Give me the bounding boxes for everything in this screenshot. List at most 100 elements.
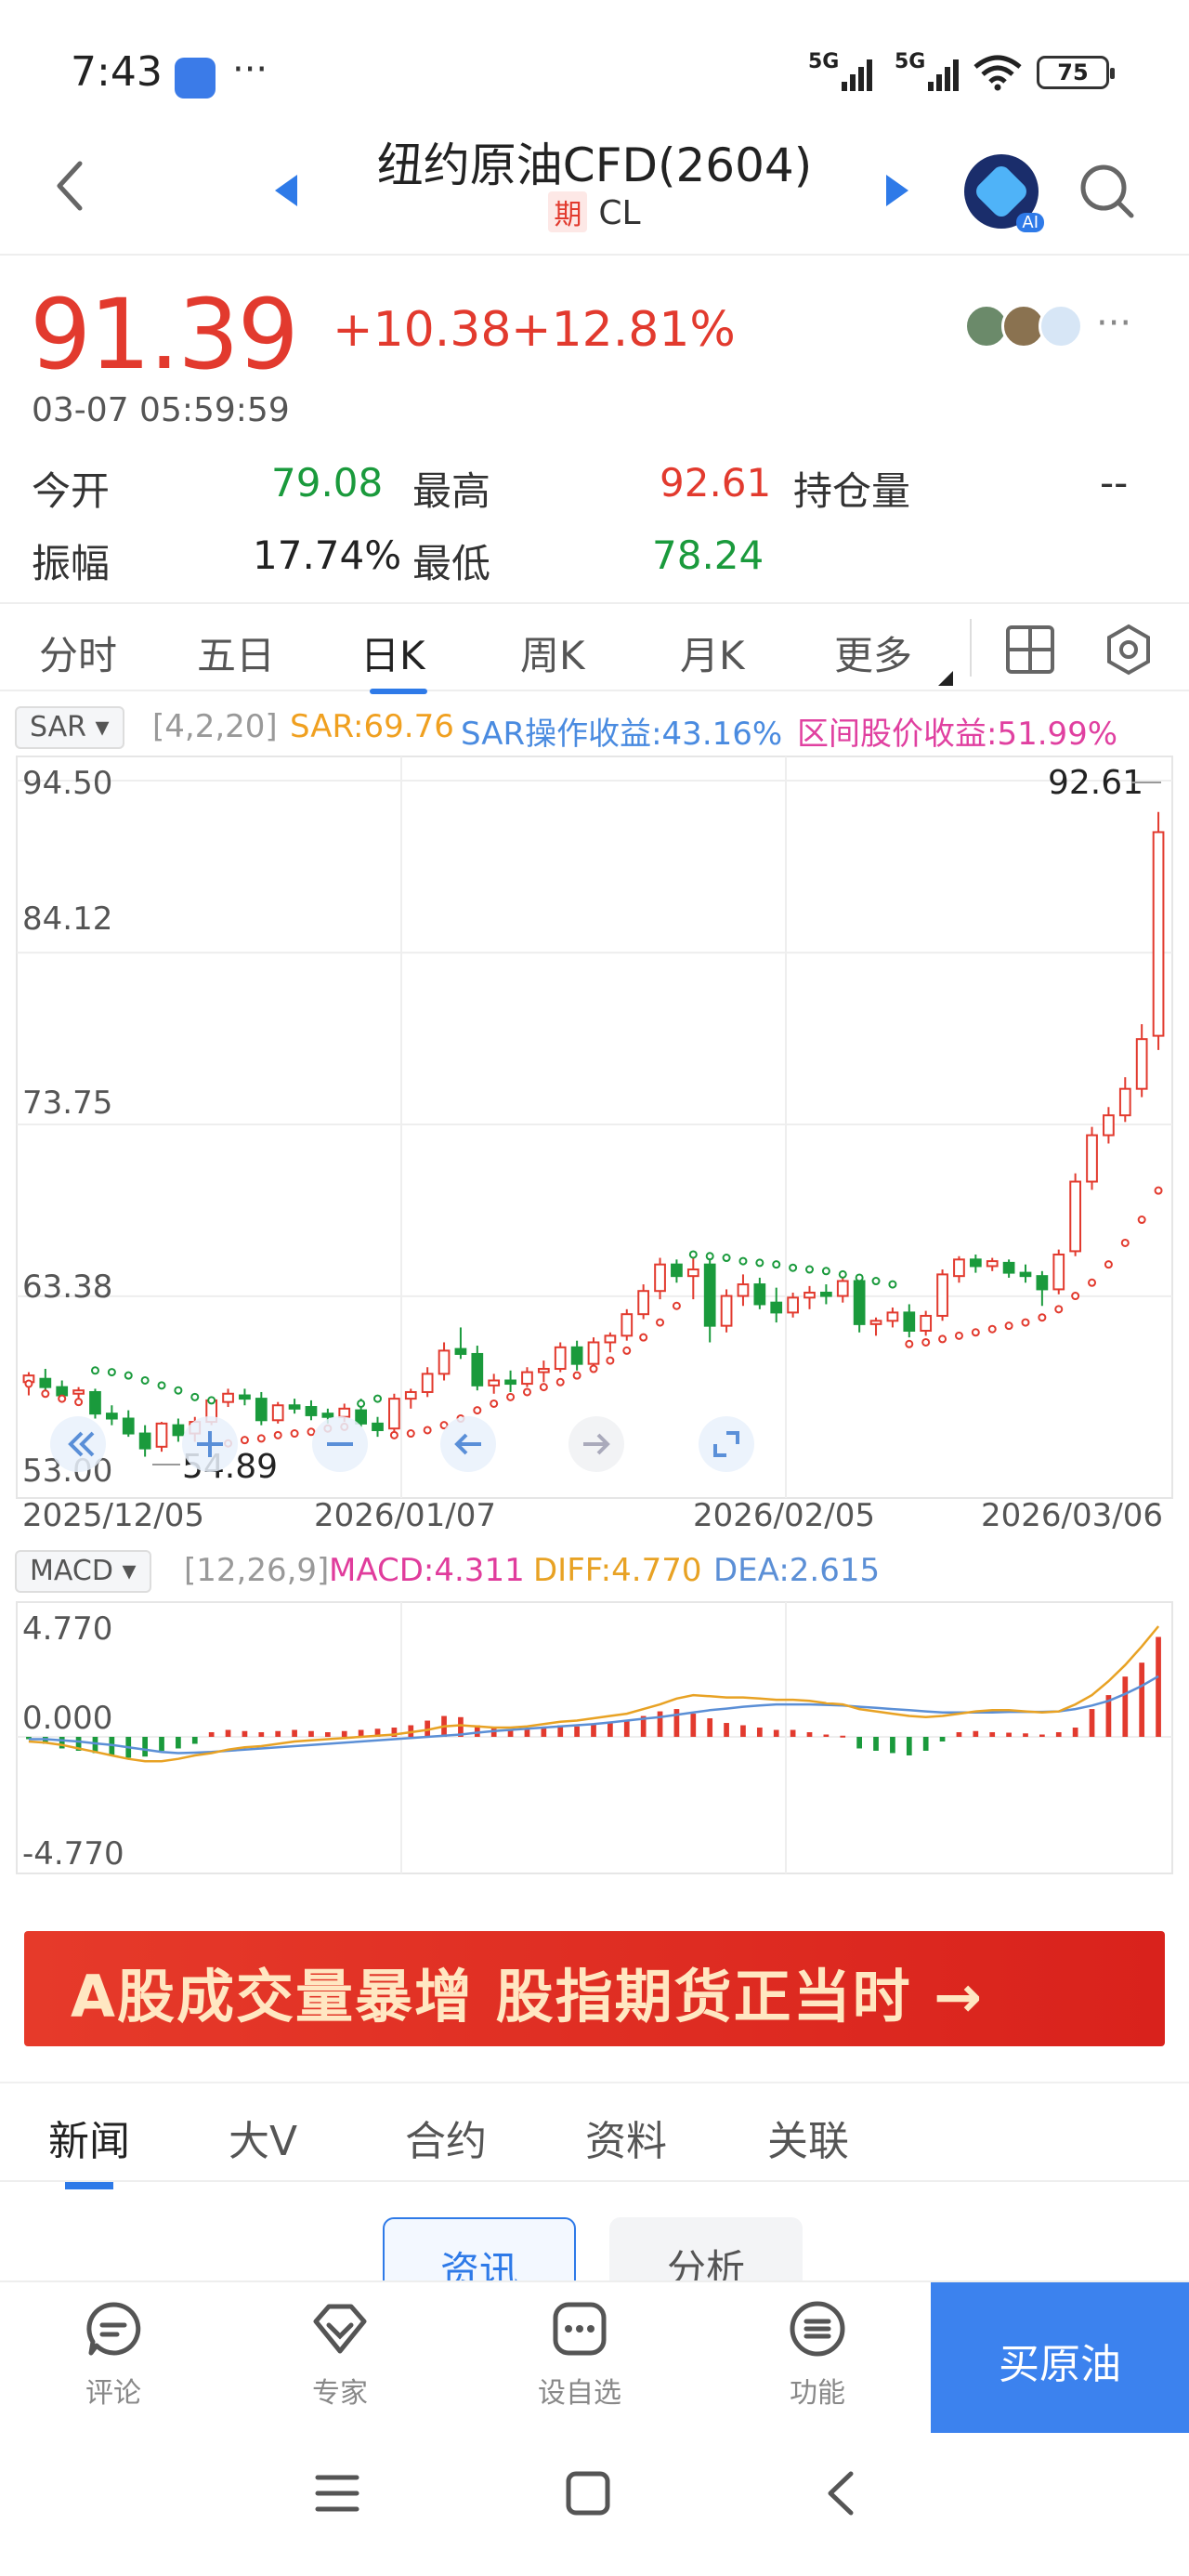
- macd-bar: [956, 1732, 962, 1737]
- candle: [355, 1409, 367, 1425]
- candle: [1152, 831, 1165, 1037]
- ai-assistant-icon[interactable]: AI: [964, 154, 1044, 232]
- sar-point: [207, 1396, 216, 1405]
- next-contract-icon[interactable]: [886, 175, 908, 206]
- sar-point: [90, 1366, 99, 1375]
- candle: [936, 1273, 948, 1317]
- open-interest-label: 持仓量: [793, 468, 911, 514]
- promo-banner[interactable]: A股成交量暴增 股指期货正当时 →: [24, 1931, 1165, 2046]
- search-icon[interactable]: [1078, 162, 1137, 221]
- macd-bar: [1089, 1709, 1095, 1737]
- sar-point: [871, 1277, 881, 1286]
- expert-button[interactable]: 专家: [275, 2299, 405, 2411]
- buy-oil-button[interactable]: 买原油: [931, 2282, 1189, 2435]
- status-time: 7:43: [71, 48, 163, 96]
- scroll-left-button[interactable]: [440, 1416, 496, 1472]
- settings-icon[interactable]: [1102, 623, 1156, 677]
- quote-time: 03-07 05:59:59: [32, 391, 290, 429]
- candle: [686, 1268, 699, 1278]
- sar-point: [190, 1392, 200, 1401]
- sar-point: [938, 1334, 947, 1344]
- tab-contract[interactable]: 合约: [405, 2118, 487, 2165]
- prev-contract-icon[interactable]: [275, 175, 297, 206]
- x-tick-label: 2026/03/06: [981, 1497, 1163, 1533]
- sar-point: [490, 1399, 499, 1408]
- back-nav-icon[interactable]: [823, 2470, 860, 2517]
- sar-point: [107, 1368, 116, 1377]
- macd-bar: [159, 1737, 164, 1751]
- range-return: 区间股价收益:51.99%: [797, 716, 1118, 753]
- y-tick-label: 73.75: [22, 1084, 112, 1122]
- more-icon[interactable]: ···: [1096, 302, 1132, 345]
- tab-monthly-k[interactable]: 月K: [680, 633, 745, 678]
- macd-bar: [906, 1737, 912, 1755]
- sar-point: [622, 1346, 632, 1355]
- candle: [1103, 1114, 1115, 1137]
- sar-indicator-row: SAR ▾ [4,2,20] SAR:69.76 SAR操作收益:43.16% …: [0, 701, 1189, 753]
- y-tick-label: 0.000: [22, 1700, 112, 1737]
- add-watchlist-button[interactable]: 设自选: [515, 2299, 645, 2411]
- tab-more[interactable]: 更多: [834, 633, 913, 678]
- back-icon[interactable]: [52, 158, 89, 214]
- scroll-right-button[interactable]: [568, 1416, 624, 1472]
- network-type-label: 5G: [808, 50, 840, 73]
- sar-point: [656, 1318, 665, 1327]
- candle: [305, 1406, 318, 1416]
- macd-bar: [208, 1732, 215, 1737]
- macd-bar: [623, 1720, 630, 1737]
- tab-profile[interactable]: 资料: [585, 2118, 667, 2165]
- menu-nav-icon[interactable]: [314, 2470, 360, 2517]
- candlestick-chart[interactable]: 94.50 84.12 73.75 63.38 53.00 92.61 54.8…: [0, 753, 1189, 1533]
- indicator-select[interactable]: MACD ▾: [15, 1550, 151, 1593]
- sar-point: [140, 1375, 150, 1385]
- sar-point: [1137, 1216, 1146, 1225]
- macd-bar: [258, 1732, 265, 1737]
- tab-daily-k[interactable]: 日K: [360, 624, 427, 694]
- sar-point: [555, 1377, 565, 1387]
- macd-bar: [823, 1734, 830, 1737]
- candle: [787, 1296, 799, 1314]
- candle: [271, 1404, 284, 1422]
- indicator-select[interactable]: SAR ▾: [15, 706, 124, 749]
- high-label: 最高: [412, 468, 491, 514]
- battery-icon: 75: [1037, 56, 1115, 89]
- zoom-out-button[interactable]: [312, 1416, 368, 1472]
- scroll-start-button[interactable]: [50, 1416, 106, 1472]
- candle: [903, 1311, 916, 1333]
- tab-big-v[interactable]: 大V: [229, 2118, 298, 2165]
- candle: [869, 1320, 882, 1325]
- tab-intraday[interactable]: 分时: [39, 633, 118, 678]
- tab-related[interactable]: 关联: [767, 2118, 849, 2165]
- macd-bar: [591, 1724, 596, 1737]
- macd-bar: [608, 1723, 613, 1737]
- candle: [56, 1386, 69, 1397]
- comment-button[interactable]: 评论: [48, 2299, 178, 2411]
- home-nav-icon[interactable]: [565, 2470, 611, 2517]
- tab-weekly-k[interactable]: 周K: [520, 633, 585, 678]
- candle: [737, 1283, 750, 1297]
- expert-label: 专家: [312, 2377, 368, 2410]
- function-button[interactable]: 功能: [752, 2299, 882, 2411]
- network-type-label: 5G: [895, 50, 926, 73]
- candle: [671, 1263, 683, 1278]
- candle: [770, 1301, 783, 1314]
- sar-point: [406, 1429, 415, 1439]
- macd-bar: [292, 1729, 297, 1737]
- macd-bar: [707, 1718, 713, 1737]
- expand-icon: [713, 1431, 739, 1457]
- candle: [570, 1346, 583, 1365]
- candle: [1019, 1271, 1032, 1278]
- layout-grid-icon[interactable]: [1005, 624, 1055, 675]
- macd-chart[interactable]: 4.770 0.000 -4.770: [0, 1598, 1189, 1877]
- zoom-in-button[interactable]: [182, 1416, 238, 1472]
- sar-point: [74, 1398, 84, 1407]
- arrow-left-icon: [454, 1433, 481, 1455]
- fullscreen-button[interactable]: [699, 1416, 754, 1472]
- y-tick-label: 84.12: [22, 900, 112, 938]
- macd-bar: [640, 1715, 647, 1737]
- futures-badge: 期: [548, 191, 588, 232]
- tab-five-day[interactable]: 五日: [197, 633, 276, 678]
- community-avatars[interactable]: [964, 304, 1083, 348]
- tab-news[interactable]: 新闻: [48, 2108, 130, 2189]
- sar-layer: [24, 1186, 1163, 1448]
